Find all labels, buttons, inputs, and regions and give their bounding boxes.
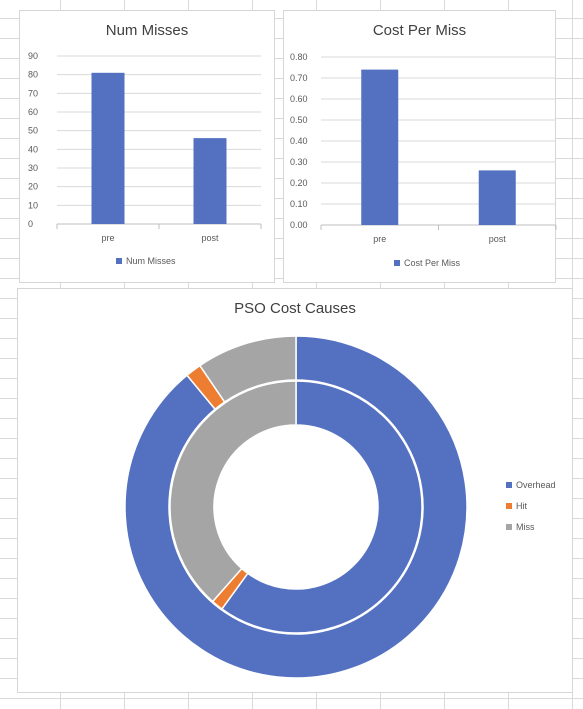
x-tick-label: post (489, 234, 507, 244)
slice-miss-outer (198, 335, 297, 404)
y-tick-label: 60 (28, 107, 38, 117)
pso-cost-causes-chart[interactable]: PSO Cost Causes Overhead Hit Miss (17, 288, 573, 693)
x-tick-label: pre (101, 233, 114, 243)
x-tick-label: pre (373, 234, 386, 244)
slice-overhead-outer (124, 335, 468, 679)
legend-swatch (506, 502, 512, 509)
y-tick-label: 0.00 (290, 220, 308, 230)
y-tick-label: 0.30 (290, 157, 308, 167)
y-tick-label: 0 (28, 219, 33, 229)
y-tick-label: 20 (28, 182, 38, 192)
y-tick-label: 80 (28, 70, 38, 80)
cost-per-miss-plot: 0.00 0.10 0.20 0.30 0.40 0.50 0.60 0.70 0.80 pre p… (290, 52, 557, 244)
legend-swatch (506, 523, 512, 530)
y-tick-label: 0.60 (290, 94, 308, 104)
y-tick-label: 40 (28, 144, 38, 154)
legend-swatch (394, 260, 400, 266)
y-tick-label: 0.10 (290, 199, 308, 209)
cost-per-miss-chart[interactable]: Cost Per Miss 0.00 0.10 0.20 0.30 0.40 0.50 0.… (283, 10, 557, 283)
legend-label: Cost Per Miss (404, 258, 461, 268)
y-tick-label: 90 (28, 51, 38, 61)
chart-title: Cost Per Miss (372, 22, 467, 39)
num-misses-plot: 0 10 20 30 40 50 60 70 80 90 pre post (28, 51, 262, 243)
legend-label: Num Misses (126, 256, 176, 266)
legend-item-miss: Miss (506, 516, 556, 537)
legend-swatch (506, 481, 512, 488)
doughnut-plot (124, 335, 468, 679)
legend-label: Miss (516, 521, 535, 532)
legend: Num Misses (116, 256, 176, 266)
bar-pre (91, 72, 125, 224)
chart-title: PSO Cost Causes (234, 300, 356, 317)
slice-miss-inner (169, 380, 297, 603)
y-tick-label: 0.70 (290, 73, 308, 83)
y-tick-label: 70 (28, 88, 38, 98)
x-tick-label: post (201, 233, 219, 243)
legend-label: Hit (516, 500, 527, 511)
y-tick-label: 50 (28, 126, 38, 136)
legend-item-overhead: Overhead (506, 474, 556, 495)
bar-post (478, 170, 516, 225)
y-tick-label: 0.40 (290, 136, 308, 146)
y-tick-label: 0.50 (290, 115, 308, 125)
bar-pre (361, 69, 399, 225)
bar-post (193, 138, 227, 224)
y-tick-label: 30 (28, 163, 38, 173)
slice-overhead-inner (220, 380, 423, 634)
y-tick-label: 0.20 (290, 178, 308, 188)
num-misses-chart[interactable]: Num Misses 0 10 20 30 40 50 60 70 80 90 pre post Nu… (19, 10, 275, 283)
legend-label: Overhead (516, 479, 556, 490)
legend: Cost Per Miss (394, 258, 460, 268)
y-tick-label: 10 (28, 200, 38, 210)
chart-title: Num Misses (105, 22, 189, 39)
y-tick-label: 0.80 (290, 52, 308, 62)
legend-swatch (116, 258, 122, 264)
legend-item-hit: Hit (506, 495, 556, 516)
doughnut-legend: Overhead Hit Miss (506, 474, 556, 537)
